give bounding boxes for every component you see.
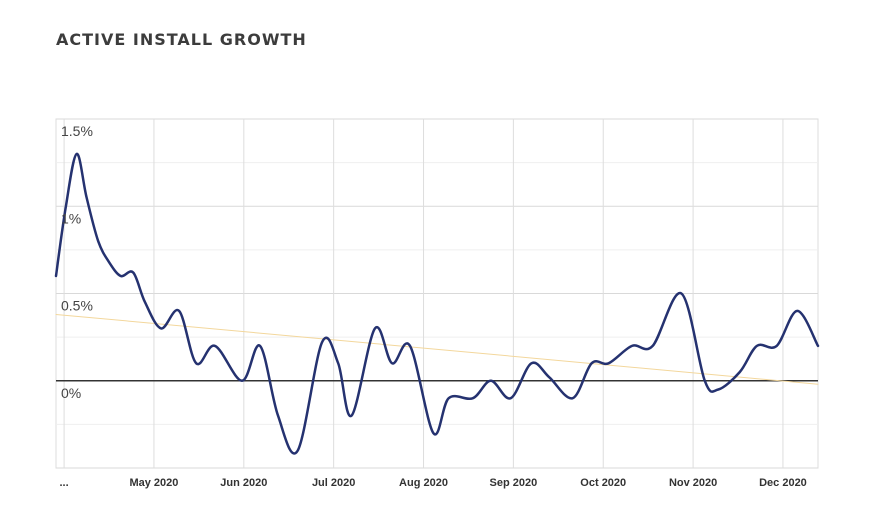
growth-line xyxy=(54,152,820,455)
y-tick-label: 1.5% xyxy=(61,123,93,139)
y-tick-label: 0% xyxy=(61,385,81,401)
x-tick-labels: ... May 2020 Jun 2020 Jul 2020 Aug 2020 Sep 2… xyxy=(60,477,807,489)
series-group xyxy=(54,152,820,455)
horizontal-gridlines xyxy=(56,118,818,469)
x-tick-label: Nov 2020 xyxy=(669,477,717,489)
x-tick-label: Sep 2020 xyxy=(490,477,538,489)
x-tick-label: May 2020 xyxy=(129,477,178,489)
vertical-gridlines xyxy=(63,119,784,468)
x-tick-label: Jul 2020 xyxy=(312,477,355,489)
x-tick-label: Jun 2020 xyxy=(220,477,267,489)
x-tick-label: ... xyxy=(60,477,69,489)
y-tick-label: 0.5% xyxy=(61,298,93,314)
chart-title: ACTIVE INSTALL GROWTH xyxy=(56,30,307,49)
x-tick-label: Oct 2020 xyxy=(580,477,626,489)
y-tick-labels: 1.5% 1% 0.5% 0% xyxy=(61,123,93,401)
x-tick-label: Aug 2020 xyxy=(399,477,448,489)
y-tick-label: 1% xyxy=(61,210,81,226)
x-tick-label: Dec 2020 xyxy=(759,477,807,489)
trend-line xyxy=(55,313,819,385)
